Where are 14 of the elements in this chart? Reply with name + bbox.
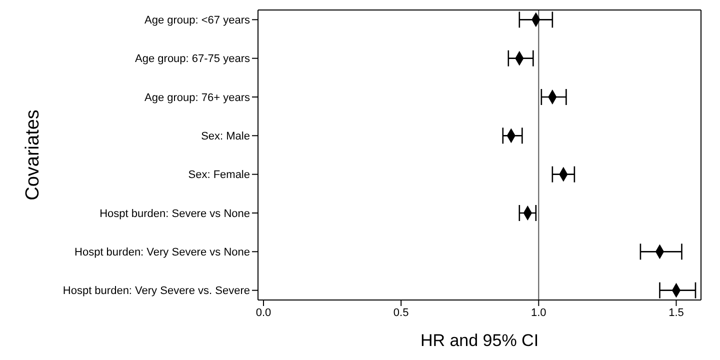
y-tick-label: Age group: <67 years — [144, 14, 250, 27]
y-axis-title: Covariates — [22, 110, 44, 200]
y-tick-label: Hospt burden: Very Severe vs. Severe — [62, 285, 250, 298]
x-tick-label: 1.5 — [668, 306, 684, 319]
x-tick-label: 1.0 — [531, 306, 546, 319]
y-tick-label: Sex: Female — [188, 169, 250, 182]
x-tick-label: 0.0 — [256, 306, 272, 319]
y-tick-label: Age group: 76+ years — [144, 92, 250, 104]
x-tick-label: 0.5 — [393, 306, 409, 319]
y-tick-label: Sex: Male — [201, 130, 250, 143]
y-tick-label: Age group: 67-75 years — [135, 53, 250, 66]
x-axis-title: HR and 95% CI — [420, 331, 539, 350]
y-tick-label: Hospt burden: Very Severe vs None — [74, 246, 250, 259]
y-tick-label: Hospt burden: Severe vs None — [100, 208, 250, 220]
